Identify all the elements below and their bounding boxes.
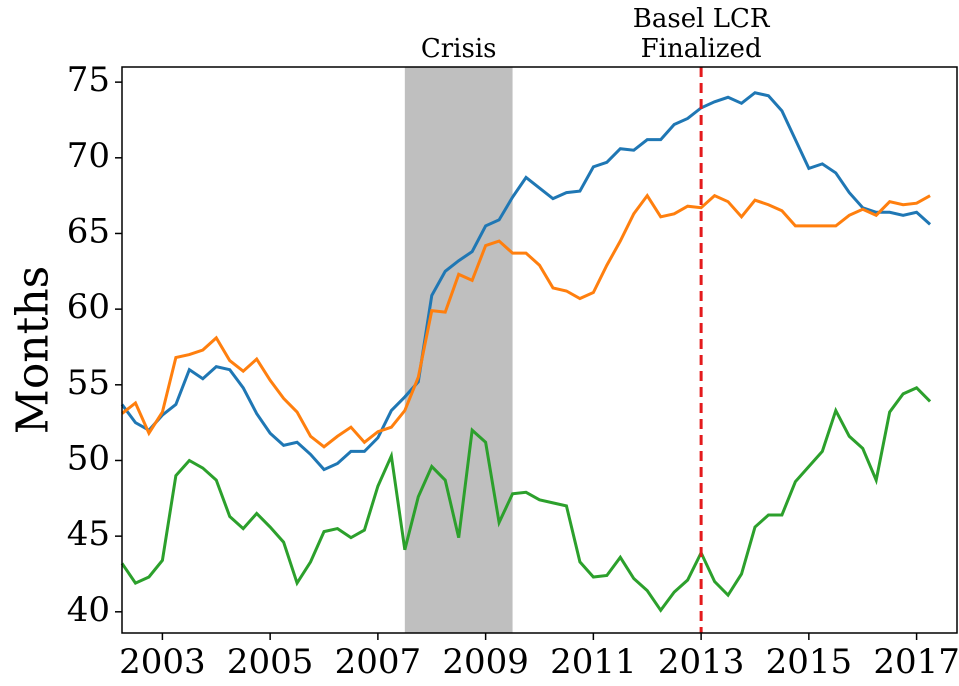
y-axis-label: Months (8, 266, 59, 434)
data-line (120, 91, 932, 472)
y-tick-label: 55 (67, 363, 110, 403)
plot-frame (121, 66, 958, 634)
shaded-region (404, 67, 513, 633)
data-line (121, 192, 931, 449)
x-tick-label: 2011 (550, 642, 637, 682)
x-tick-label: 2007 (335, 642, 422, 682)
y-tick-label: 40 (67, 590, 110, 630)
y-tick-label: 50 (67, 438, 110, 478)
annotation: Finalized (641, 34, 762, 64)
annotation: Basel LCR (633, 4, 771, 34)
data-line (120, 386, 932, 613)
x-tick-label: 2017 (873, 642, 959, 682)
x-tick-label: 2015 (766, 642, 853, 682)
y-tick-label: 60 (67, 287, 110, 327)
y-tick-label: 65 (67, 211, 110, 251)
x-tick-label: 2005 (227, 642, 314, 682)
y-tick-label: 70 (67, 136, 110, 176)
x-tick-label: 2013 (658, 642, 745, 682)
x-tick-label: 2009 (442, 642, 529, 682)
y-tick-label: 45 (67, 514, 110, 554)
annotation: Crisis (421, 34, 497, 64)
y-tick-label: 75 (67, 60, 110, 100)
x-tick-label: 2003 (119, 642, 206, 682)
